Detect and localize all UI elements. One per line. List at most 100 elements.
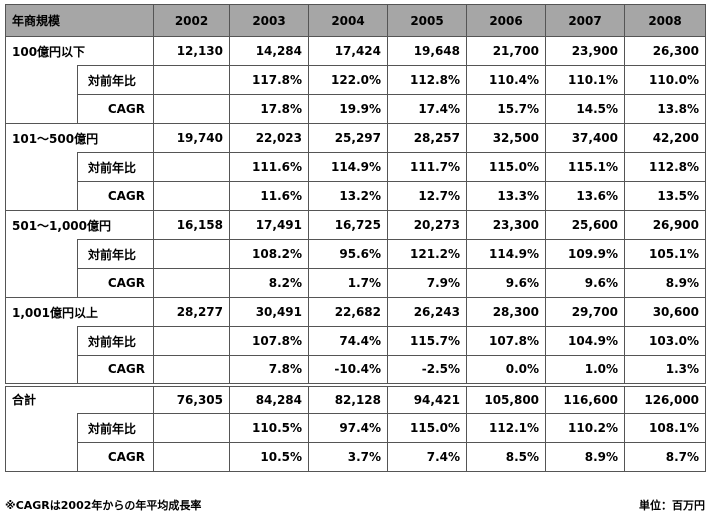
cagr-label: CAGR: [76, 181, 155, 211]
value-cell: 28,257: [387, 123, 468, 153]
indent-cell: [5, 442, 78, 472]
value-cell: 17,491: [229, 210, 310, 240]
value-cell: 82,128: [308, 382, 389, 414]
cagr-cell: 9.6%: [466, 268, 547, 298]
value-cell: 42,200: [624, 123, 707, 153]
category-label: 101～500億円: [4, 123, 155, 153]
value-cell: 23,900: [545, 36, 626, 66]
value-cell: 16,158: [153, 210, 231, 240]
yoy-cell: [153, 239, 231, 269]
indent-cell: [5, 268, 78, 298]
yoy-cell: 111.6%: [229, 152, 310, 182]
cagr-label: CAGR: [76, 442, 155, 472]
yoy-cell: 117.8%: [229, 65, 310, 95]
category-row: 101～500億円 19,740 22,023 25,297 28,257 32,500 3…: [4, 123, 707, 153]
cagr-label: CAGR: [76, 268, 155, 298]
yoy-cell: 107.8%: [229, 326, 310, 356]
yoy-label: 対前年比: [76, 152, 155, 182]
cagr-cell: 8.7%: [624, 442, 707, 472]
header-row: 年商規模 2002 2003 2004 2005 2006 2007 2008: [4, 4, 707, 37]
yoy-cell: 114.9%: [308, 152, 389, 182]
value-cell: 30,491: [229, 297, 310, 327]
yoy-cell: 122.0%: [308, 65, 389, 95]
indent-cell: [5, 326, 78, 356]
yoy-cell: 103.0%: [624, 326, 707, 356]
year-header: 2004: [308, 4, 389, 37]
yoy-cell: 110.1%: [545, 65, 626, 95]
table-wrapper: 年商規模 2002 2003 2004 2005 2006 2007 2008 …: [4, 4, 707, 472]
value-cell: 76,305: [153, 382, 231, 414]
table-body: 100億円以下 12,130 14,284 17,424 19,648 21,700 23,…: [4, 36, 707, 472]
value-cell: 126,000: [624, 382, 707, 414]
indent-cell: [5, 94, 78, 124]
category-row: 1,001億円以上 28,277 30,491 22,682 26,243 28,300 2…: [4, 297, 707, 327]
category-label: 1,001億円以上: [4, 297, 155, 327]
yoy-cell: 112.8%: [624, 152, 707, 182]
yoy-cell: 95.6%: [308, 239, 389, 269]
year-header: 2007: [545, 4, 626, 37]
cagr-cell: 11.6%: [229, 181, 310, 211]
yoy-row: 対前年比 108.2% 95.6% 121.2% 114.9% 109.9% 105.1%: [5, 239, 707, 269]
cagr-cell: 3.7%: [308, 442, 389, 472]
value-cell: 26,243: [387, 297, 468, 327]
cagr-cell: 12.7%: [387, 181, 468, 211]
value-cell: 84,284: [229, 382, 310, 414]
yoy-cell: [153, 152, 231, 182]
cagr-cell: [153, 442, 231, 472]
cagr-cell: 7.4%: [387, 442, 468, 472]
value-cell: 94,421: [387, 382, 468, 414]
yoy-cell: 115.7%: [387, 326, 468, 356]
cagr-cell: 13.2%: [308, 181, 389, 211]
indent-cell: [5, 65, 78, 95]
value-cell: 29,700: [545, 297, 626, 327]
category-row: 100億円以下 12,130 14,284 17,424 19,648 21,700 23,…: [4, 36, 707, 66]
value-cell: 28,300: [466, 297, 547, 327]
value-cell: 26,900: [624, 210, 707, 240]
indent-cell: [5, 355, 78, 385]
yoy-label: 対前年比: [76, 326, 155, 356]
cagr-label: CAGR: [76, 94, 155, 124]
yoy-cell: 108.1%: [624, 413, 707, 443]
cagr-cell: 17.4%: [387, 94, 468, 124]
cagr-label: CAGR: [76, 355, 155, 385]
yoy-cell: 115.0%: [466, 152, 547, 182]
year-header: 2008: [624, 4, 707, 37]
cagr-cell: 13.8%: [624, 94, 707, 124]
category-row: 501～1,000億円 16,158 17,491 16,725 20,273 23,30…: [4, 210, 707, 240]
value-cell: 30,600: [624, 297, 707, 327]
cagr-cell: 10.5%: [229, 442, 310, 472]
cagr-cell: [153, 181, 231, 211]
market-size-table: 年商規模 2002 2003 2004 2005 2006 2007 2008 …: [4, 4, 707, 472]
unit-label: 単位：百万円: [639, 499, 705, 512]
value-cell: 28,277: [153, 297, 231, 327]
indent-cell: [5, 413, 78, 443]
yoy-cell: 109.9%: [545, 239, 626, 269]
category-label: 100億円以下: [4, 36, 155, 66]
yoy-label: 対前年比: [76, 239, 155, 269]
cagr-cell: 13.5%: [624, 181, 707, 211]
yoy-row: 対前年比 110.5% 97.4% 115.0% 112.1% 110.2% 108.1%: [5, 413, 707, 443]
year-header: 2002: [153, 4, 231, 37]
indent-cell: [5, 181, 78, 211]
indent-cell: [5, 152, 78, 182]
cagr-cell: 1.3%: [624, 355, 707, 385]
cagr-cell: 7.9%: [387, 268, 468, 298]
value-cell: 21,700: [466, 36, 547, 66]
cagr-cell: 1.7%: [308, 268, 389, 298]
cagr-cell: 7.8%: [229, 355, 310, 385]
cagr-cell: 8.5%: [466, 442, 547, 472]
value-cell: 22,023: [229, 123, 310, 153]
yoy-cell: 110.2%: [545, 413, 626, 443]
cagr-row: CAGR 7.8% -10.4% -2.5% 0.0% 1.0% 1.3%: [5, 355, 707, 385]
cagr-row: CAGR 8.2% 1.7% 7.9% 9.6% 9.6% 8.9%: [5, 268, 707, 298]
category-label: 501～1,000億円: [4, 210, 155, 240]
yoy-cell: 114.9%: [466, 239, 547, 269]
category-label: 合計: [4, 382, 155, 414]
indent-cell: [5, 239, 78, 269]
cagr-cell: -10.4%: [308, 355, 389, 385]
value-cell: 105,800: [466, 382, 547, 414]
yoy-cell: 108.2%: [229, 239, 310, 269]
yoy-cell: 112.8%: [387, 65, 468, 95]
yoy-cell: 105.1%: [624, 239, 707, 269]
year-header: 2005: [387, 4, 468, 37]
